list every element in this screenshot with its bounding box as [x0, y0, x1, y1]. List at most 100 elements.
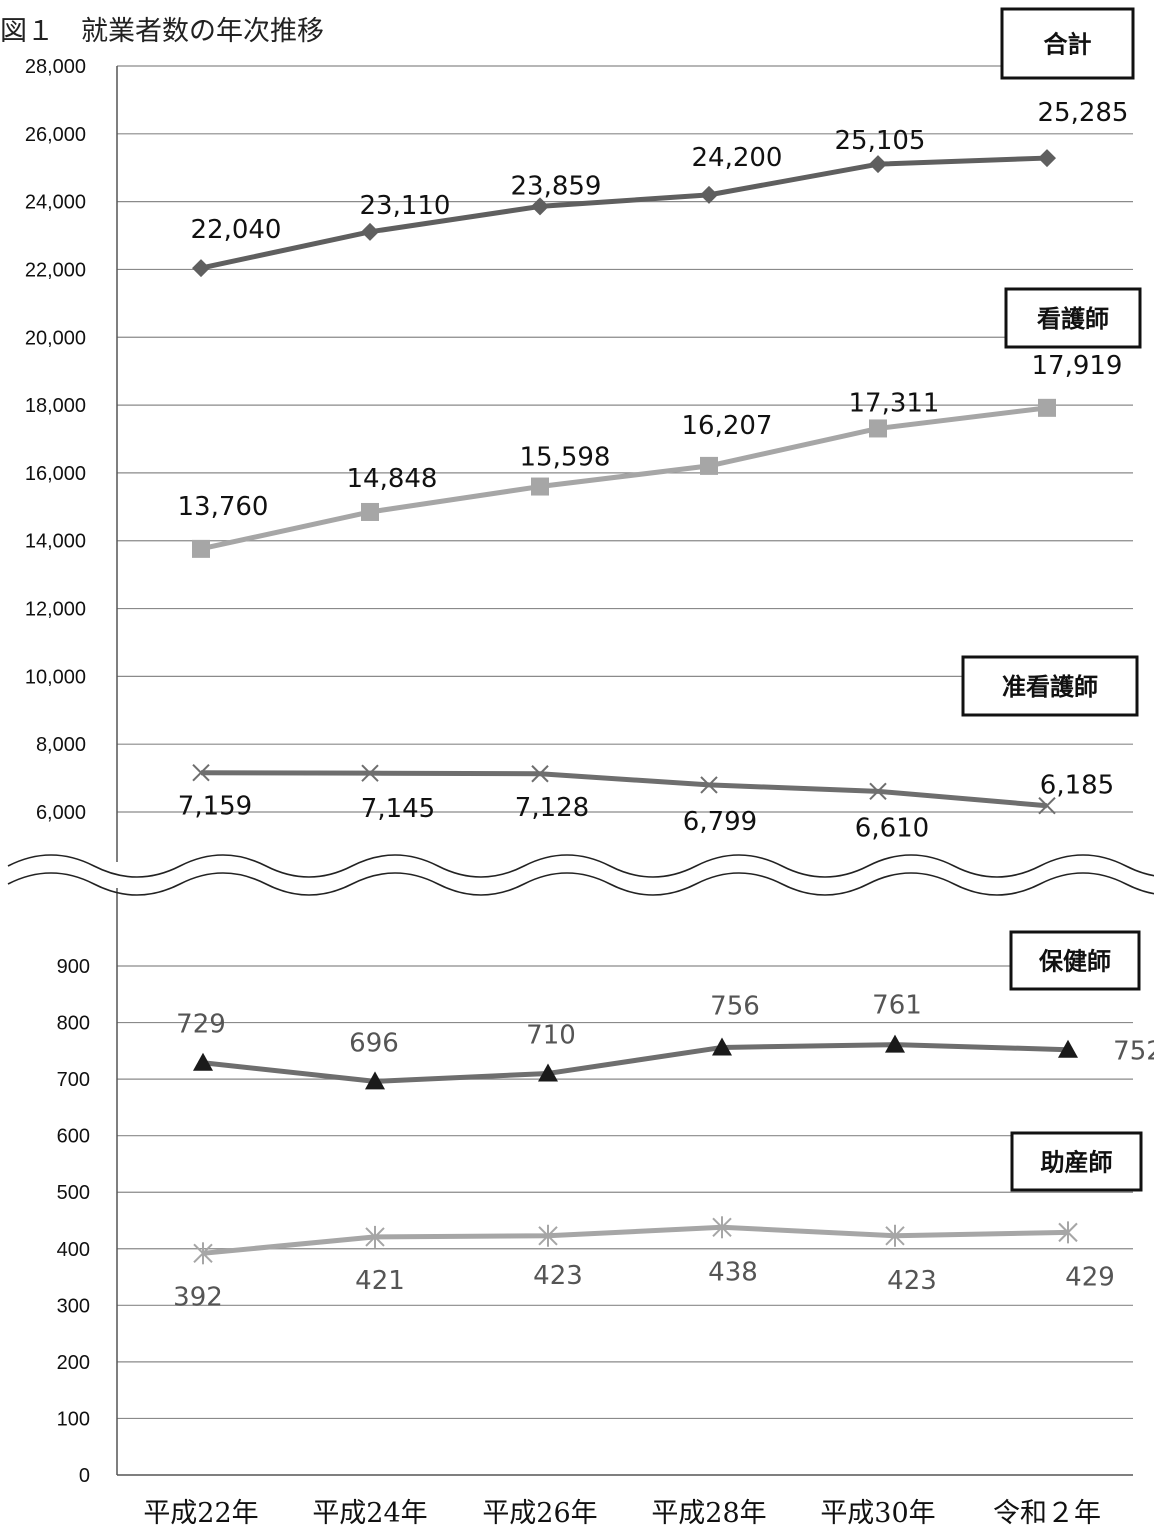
y-tick-label: 600	[57, 1126, 90, 1148]
series-lines	[192, 149, 1078, 1265]
axis-break	[7, 854, 1154, 896]
series-name-label: 准看護師	[1002, 673, 1098, 701]
data-label: 6,185	[1040, 771, 1114, 801]
y-tick-label: 22,000	[25, 259, 86, 281]
data-label: 710	[526, 1020, 576, 1050]
series-line	[202, 1224, 1069, 1256]
y-tick-label: 26,000	[25, 124, 86, 146]
axis-break-line	[7, 854, 1154, 878]
series-name-label: 保健師	[1038, 948, 1111, 976]
data-point	[192, 259, 210, 278]
data-point	[700, 776, 718, 794]
data-label: 16,207	[682, 411, 773, 441]
y-tick-label: 18,000	[25, 395, 86, 417]
y-tick-labels: 6,000 8,000 10,000 12,000 14,000 16,000 18,000…	[25, 56, 90, 1487]
data-label: 6,799	[683, 807, 757, 837]
axis-break-line	[7, 872, 1154, 896]
series-line	[200, 770, 1048, 809]
data-point-stroke	[361, 764, 379, 782]
data-label: 429	[1065, 1262, 1115, 1292]
data-point	[869, 782, 887, 801]
series-5	[193, 1216, 1078, 1265]
data-label: 423	[887, 1266, 937, 1296]
y-tick-label: 14,000	[25, 531, 86, 553]
data-label: 25,285	[1038, 98, 1129, 128]
series-4	[193, 1034, 1078, 1090]
data-label: 756	[710, 991, 760, 1021]
x-tick-label: 平成28年	[651, 1498, 766, 1529]
series-name-label: 助産師	[1041, 1149, 1113, 1177]
data-point	[361, 502, 379, 521]
data-point	[365, 1225, 385, 1248]
y-tick-label: 12,000	[25, 599, 86, 621]
data-point-stroke	[700, 776, 718, 794]
series-name-frame	[1009, 930, 1141, 991]
data-point	[361, 764, 379, 782]
data-point	[885, 1034, 905, 1053]
data-point	[700, 185, 718, 204]
x-tick-label: 平成22年	[143, 1498, 258, 1529]
series-name-box: 合計	[1000, 7, 1135, 80]
chart-title: 図１ 就業者数の年次推移	[0, 16, 324, 47]
data-point	[1038, 398, 1056, 417]
series-name-label: 合計	[1044, 31, 1092, 59]
data-point	[712, 1216, 732, 1239]
data-point-stroke	[531, 765, 549, 783]
data-label: 392	[173, 1282, 223, 1312]
series-3	[192, 763, 1056, 815]
y-tick-label: 400	[57, 1239, 90, 1261]
data-point	[193, 1242, 213, 1265]
data-point	[538, 1224, 558, 1247]
series-name-box: 保健師	[1009, 930, 1141, 991]
series-line	[202, 1042, 1069, 1084]
y-tick-label: 20,000	[25, 327, 86, 349]
data-point	[538, 1063, 558, 1082]
data-point	[700, 456, 718, 475]
series-line	[200, 405, 1048, 552]
series-name-label: 看護師	[1037, 305, 1109, 333]
data-point	[885, 1224, 905, 1247]
data-label: 752	[1113, 1037, 1154, 1067]
axis-break-band	[8, 862, 1154, 888]
y-tick-label: 900	[57, 956, 90, 978]
data-label: 7,159	[178, 792, 252, 822]
data-label: 22,040	[191, 215, 282, 245]
data-label: 17,311	[849, 388, 940, 418]
y-tick-label: 6,000	[36, 802, 86, 824]
data-label: 438	[708, 1257, 758, 1287]
data-point-stroke	[192, 763, 210, 782]
series-name-box: 看護師	[1004, 287, 1142, 349]
x-tick-label: 平成26年	[482, 1498, 597, 1529]
y-tick-label: 200	[57, 1352, 90, 1374]
data-point-stroke	[869, 782, 887, 801]
data-point	[531, 765, 549, 783]
series-name-frame	[1004, 287, 1142, 349]
data-label: 25,105	[835, 126, 926, 156]
data-label: 6,610	[855, 813, 929, 843]
gridlines	[117, 65, 1133, 1420]
x-tick-label: 平成24年	[312, 1498, 427, 1529]
data-point	[869, 419, 887, 438]
data-label: 729	[176, 1010, 226, 1040]
data-label: 17,919	[1032, 351, 1123, 381]
data-point	[1038, 149, 1056, 168]
series-1	[192, 149, 1056, 278]
data-point	[365, 1071, 385, 1090]
y-tick-label: 0	[79, 1465, 90, 1487]
data-labels: 22,040 23,110 23,859 24,200 25,105 25,285 13,7…	[173, 98, 1154, 1312]
x-tick-label: 令和２年	[993, 1498, 1101, 1529]
data-label: 15,598	[520, 443, 611, 473]
data-point	[869, 155, 887, 174]
y-tick-label: 300	[57, 1295, 90, 1317]
data-point-stroke	[1038, 797, 1056, 815]
x-tick-labels: 平成22年 平成24年 平成26年 平成28年 平成30年 令和２年	[143, 1498, 1101, 1529]
series-name-frame	[1000, 7, 1135, 80]
data-label: 7,128	[515, 793, 589, 823]
data-point	[712, 1037, 732, 1056]
x-tick-label: 平成30年	[820, 1498, 935, 1529]
data-label: 761	[872, 991, 922, 1021]
data-point	[1038, 797, 1056, 815]
series-name-frame	[961, 655, 1139, 717]
